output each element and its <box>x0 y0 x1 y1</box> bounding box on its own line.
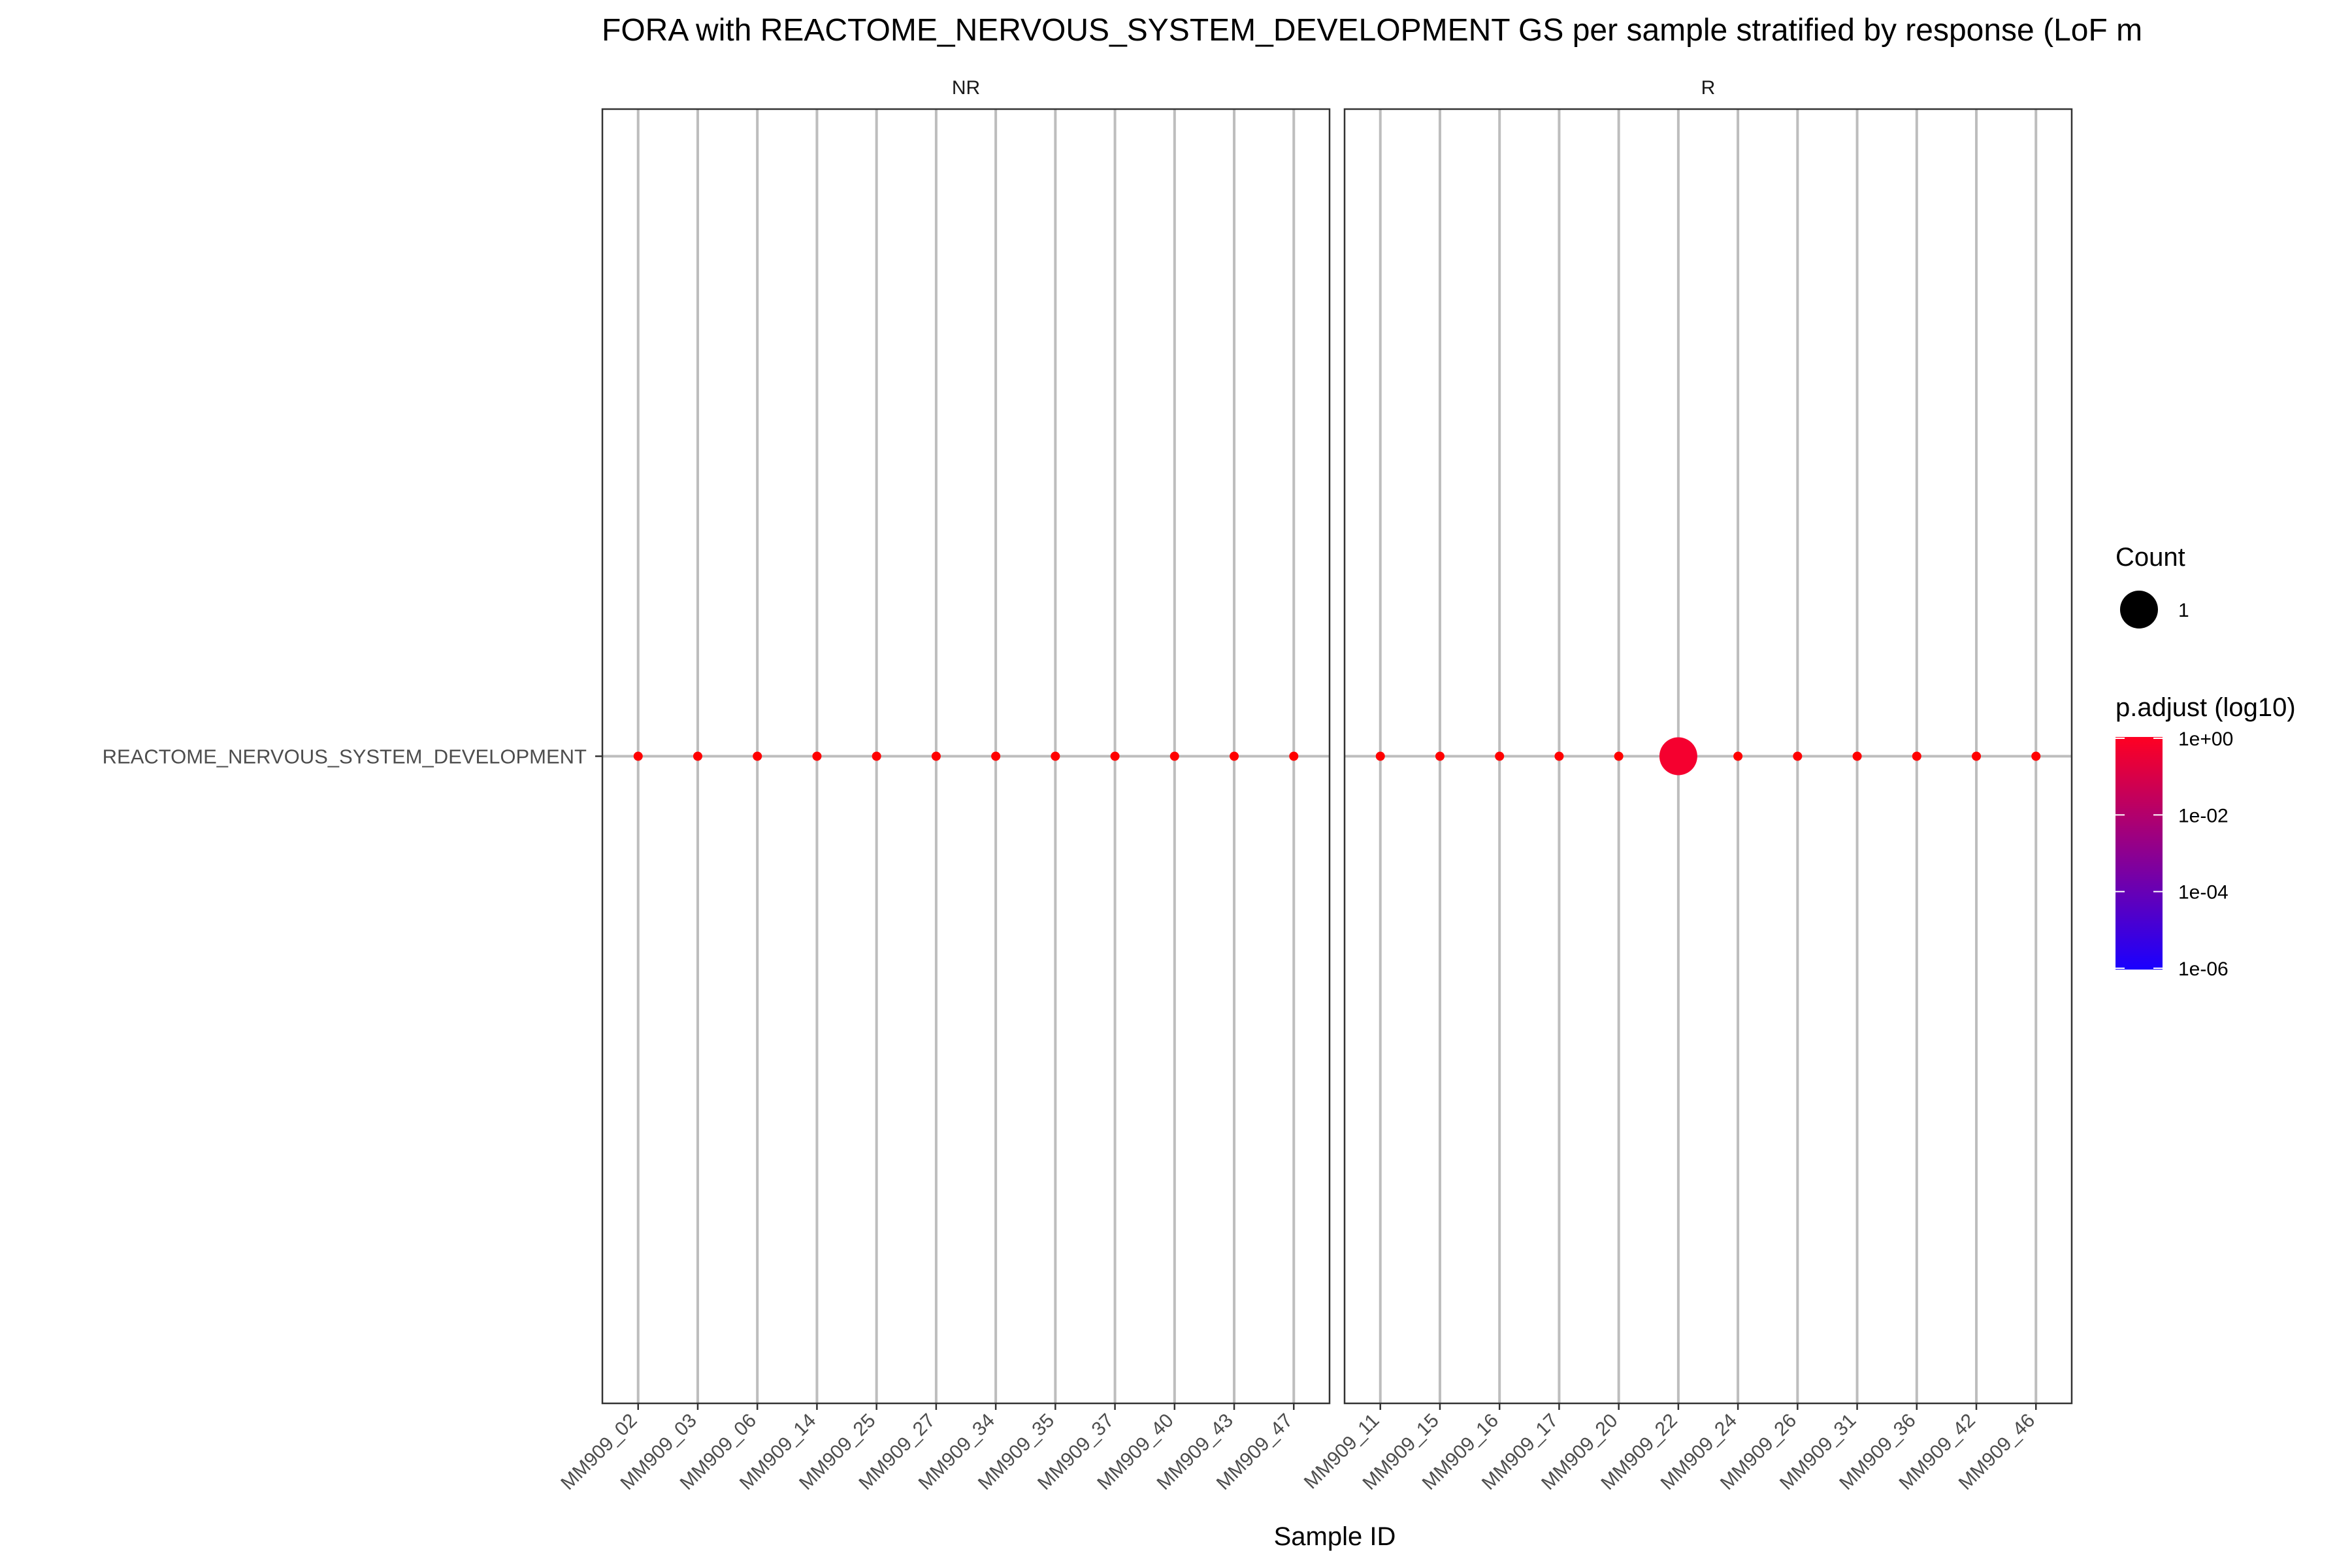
sample-dot <box>1614 751 1624 761</box>
sample-dot <box>1169 751 1179 761</box>
y-tick-label: REACTOME_NERVOUS_SYSTEM_DEVELOPMENT <box>103 745 587 768</box>
sample-dot <box>1230 751 1239 761</box>
sample-dot <box>991 751 1001 761</box>
sample-dot <box>633 751 643 761</box>
legend-size-title: Count <box>2115 543 2185 572</box>
sample-dot <box>1554 751 1564 761</box>
sample-dot <box>753 751 762 761</box>
sample-dot <box>1051 751 1060 761</box>
sample-dot <box>931 751 941 761</box>
colorbar-tick-label: 1e-04 <box>2178 882 2229 904</box>
legend-color-title: p.adjust (log10) <box>2115 693 2296 722</box>
facet-panel-r: RMM909_11MM909_15MM909_16MM909_17MM909_2… <box>1300 77 2073 1494</box>
sample-dot <box>872 751 881 761</box>
colorbar-tick-label: 1e+00 <box>2178 728 2233 750</box>
legend-size-label: 1 <box>2178 600 2189 621</box>
legend-colorbar <box>2115 737 2163 970</box>
legend-size-key <box>2120 591 2158 629</box>
sample-dot <box>1435 751 1445 761</box>
facet-panels: NRMM909_02MM909_03MM909_06MM909_14MM909_… <box>557 77 2073 1494</box>
sample-dot <box>1110 751 1120 761</box>
sample-dot <box>1972 751 1982 761</box>
panel-border <box>1343 108 2073 1405</box>
sample-dot <box>2031 751 2041 761</box>
sample-dot <box>1289 751 1299 761</box>
sample-dot <box>1852 751 1862 761</box>
colorbar-tick-label: 1e-06 <box>2178 958 2229 980</box>
sample-dot <box>1793 751 1803 761</box>
facet-strip-label: R <box>1701 77 1716 99</box>
legend: Count 1 p.adjust (log10) 1e+00 1e-02 1e-04 1e-… <box>2115 543 2296 980</box>
facet-strip-label: NR <box>952 77 980 99</box>
sample-dot <box>1495 751 1505 761</box>
sample-dot <box>693 751 702 761</box>
chart-title: FORA with REACTOME_NERVOUS_SYSTEM_DEVELO… <box>602 13 2142 48</box>
data-point-mm909-22 <box>1659 737 1697 776</box>
sample-dot <box>1912 751 1921 761</box>
x-axis-title: Sample ID <box>1274 1522 1396 1551</box>
facet-panel-nr: NRMM909_02MM909_03MM909_06MM909_14MM909_… <box>557 77 1331 1494</box>
sample-dot <box>1375 751 1385 761</box>
sample-dot <box>812 751 822 761</box>
sample-dot <box>1733 751 1743 761</box>
colorbar-tick-label: 1e-02 <box>2178 805 2229 826</box>
y-axis: REACTOME_NERVOUS_SYSTEM_DEVELOPMENT <box>103 745 602 768</box>
